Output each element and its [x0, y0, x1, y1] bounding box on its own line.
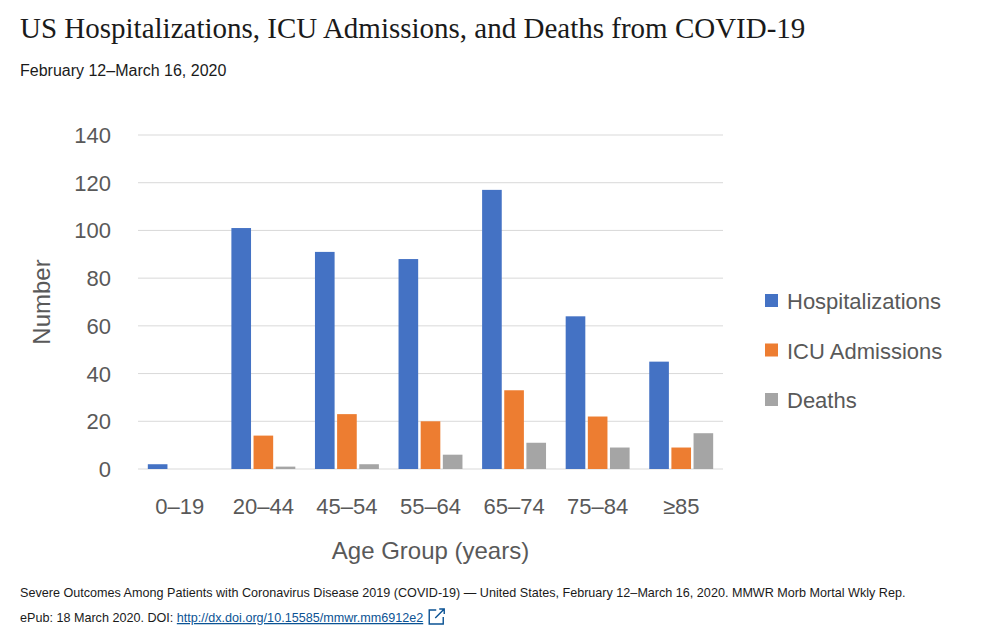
subtitle: February 12–March 16, 2020 [20, 62, 226, 79]
x-tick-label: 20–44 [233, 494, 294, 519]
legend: Hospitalizations ICU Admissions Deaths [765, 289, 942, 413]
bar [482, 190, 502, 469]
bar [170, 469, 190, 470]
grid-line [138, 182, 723, 183]
source-text: Severe Outcomes Among Patients with Coro… [20, 586, 905, 600]
bars [148, 190, 713, 469]
bar [192, 469, 212, 470]
external-link-icon [429, 609, 444, 624]
legend-swatch [765, 344, 778, 357]
x-tick-label: ≥85 [663, 494, 700, 519]
y-axis-title: Number [28, 259, 55, 344]
legend-swatch [765, 393, 778, 406]
legend-swatch [765, 294, 778, 307]
chart: US Hospitalizations, ICU Admissions, and… [0, 0, 1003, 633]
y-tick-label: 20 [87, 409, 111, 434]
bar [231, 228, 251, 469]
icon-arrow [435, 609, 444, 618]
y-tick-label: 40 [87, 362, 111, 387]
x-tick-label: 45–54 [316, 494, 377, 519]
bar [276, 467, 296, 469]
y-tick-label: 100 [74, 218, 111, 243]
bar [399, 259, 419, 469]
grid-line [138, 278, 723, 279]
x-tick-label: 0–19 [155, 494, 204, 519]
bar [421, 421, 441, 469]
source-text: ePub: 18 March 2020. DOI: [20, 611, 173, 625]
y-tick-label: 120 [74, 171, 111, 196]
grid-line [138, 325, 723, 326]
grid-line [138, 135, 723, 136]
title: US Hospitalizations, ICU Admissions, and… [20, 12, 805, 44]
bar [671, 448, 691, 469]
legend-label: ICU Admissions [787, 339, 942, 364]
grid-line [138, 230, 723, 231]
bar [588, 417, 608, 469]
x-tick-label: 65–74 [483, 494, 544, 519]
bar [315, 252, 335, 469]
bar [504, 390, 524, 469]
bar [526, 443, 546, 469]
bar [254, 436, 274, 469]
legend-label: Deaths [787, 388, 857, 413]
y-tick-label: 80 [87, 266, 111, 291]
y-tick-label: 140 [74, 123, 111, 148]
x-tick-label: 75–84 [567, 494, 628, 519]
x-tick-label: 55–64 [400, 494, 461, 519]
source-link[interactable]: http://dx.doi.org/10.15585/mmwr.mm6912e2 [177, 611, 423, 625]
x-axis-title: Age Group (years) [332, 537, 529, 564]
bar [148, 464, 168, 469]
bar [337, 414, 357, 469]
bar [443, 455, 463, 469]
grid-line [138, 373, 723, 374]
legend-label: Hospitalizations [787, 289, 941, 314]
y-tick-label: 60 [87, 314, 111, 339]
y-tick-label: 0 [99, 457, 111, 482]
bar [694, 433, 714, 469]
bar [649, 362, 669, 469]
icon-box [429, 610, 443, 624]
bar [359, 464, 379, 469]
bar [566, 316, 586, 469]
bar [610, 448, 630, 469]
